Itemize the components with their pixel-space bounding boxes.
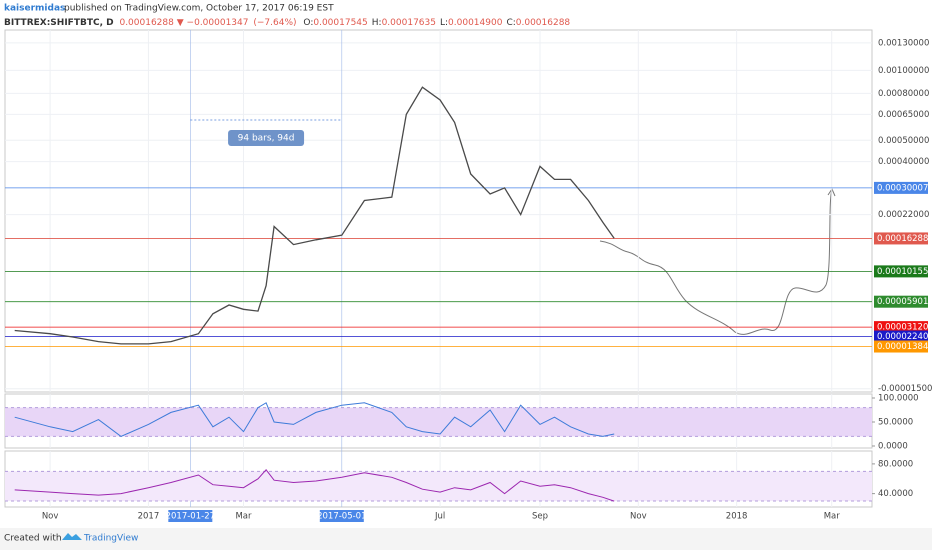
rsi-tick-label: 40.0000 [878, 489, 913, 499]
y-tick-label: 0.00130000 [878, 38, 929, 48]
y-tick-label: 0.00022000 [878, 210, 929, 220]
stoch-tick-label: 100.0000 [878, 394, 919, 404]
stoch-tick-label: 50.0000 [878, 418, 913, 428]
symbol: BITTREX:SHIFTBTC, D [4, 18, 114, 28]
level-label: 0.00016288 [877, 234, 928, 244]
change: −0.00001347 [187, 18, 249, 28]
level-label: 0.00001384 [877, 342, 928, 352]
level-tag [874, 265, 928, 278]
level-label: 0.00010155 [877, 267, 928, 277]
quote-name: O: [303, 18, 313, 28]
quote-name: C: [506, 18, 515, 28]
quote-name: H: [372, 18, 382, 28]
quote-value: 0.00016288 [516, 18, 571, 28]
x-tick-label: Mar [235, 512, 252, 522]
y-tick-label: -0.00001500 [878, 384, 932, 394]
level-tag [874, 340, 928, 353]
x-tick-label: Nov [630, 512, 647, 522]
level-tag [874, 181, 928, 194]
quote-value: 0.00017545 [313, 18, 367, 28]
level-label: 0.00002240 [877, 332, 928, 342]
footer-brand[interactable]: TradingView [83, 534, 138, 544]
change-pct: (−7.64%) [253, 18, 296, 28]
level-label: 0.00005901 [877, 297, 928, 307]
x-tick-label: Nov [42, 512, 59, 522]
level-tag [874, 295, 928, 308]
quote-name: L: [440, 18, 448, 28]
quote-value: 0.00014900 [448, 18, 503, 28]
measure-date-box [168, 510, 213, 522]
y-tick-label: 0.00100000 [878, 66, 929, 76]
rsi-band [5, 471, 872, 502]
level-tag [874, 232, 928, 245]
measure-date: 2017-05-01 [317, 512, 366, 522]
stoch-tick-label: 0.0000 [878, 442, 908, 452]
level-label: 0.00003120 [877, 323, 928, 333]
y-tick-label: 0.00040000 [878, 157, 929, 167]
y-tick-label: 0.00050000 [878, 136, 929, 146]
measure-box [228, 130, 305, 146]
price-line [14, 86, 615, 345]
down-arrow: ▼ [177, 18, 184, 28]
x-tick-label: Mar [824, 512, 841, 522]
y-tick-label: 0.00080000 [878, 89, 929, 99]
level-tag [874, 321, 928, 334]
quote-line: BITTREX:SHIFTBTC, D 0.00016288 ▼ −0.0000… [4, 18, 570, 28]
footer-created: Created with [4, 534, 62, 544]
main-pane [4, 29, 873, 393]
stoch-band [5, 407, 872, 437]
level-label: 0.00030007 [877, 183, 928, 193]
author[interactable]: kaisermidas [4, 4, 65, 14]
y-tick-label: 0.00065000 [878, 110, 929, 120]
rsi-line [14, 469, 615, 502]
x-tick-label: 2018 [726, 512, 748, 522]
measure-date: 2017-01-27 [166, 512, 215, 522]
stoch-line [14, 402, 615, 437]
measure-label: 94 bars, 94d [238, 134, 295, 144]
projection-sketch [599, 189, 833, 335]
published: published on TradingView.com, October 17… [64, 4, 334, 14]
x-tick-label: Jul [434, 512, 445, 522]
footer-bar [0, 528, 932, 550]
x-tick-label: Sep [532, 512, 548, 522]
level-tag [874, 330, 928, 343]
measure-date-box [319, 510, 364, 522]
x-tick-label: 2017 [138, 512, 160, 522]
rsi-tick-label: 80.0000 [878, 459, 913, 469]
close: 0.00016288 [119, 18, 174, 28]
logo [62, 533, 82, 540]
quote-value: 0.00017635 [382, 18, 436, 28]
